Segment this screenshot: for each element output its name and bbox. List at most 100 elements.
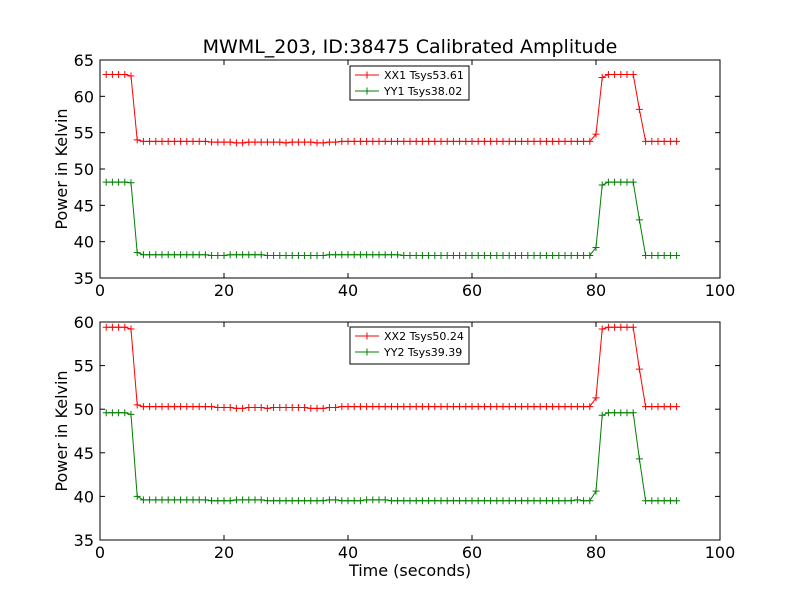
data-point xyxy=(499,403,507,411)
data-point xyxy=(214,497,222,505)
data-point xyxy=(673,251,681,259)
data-point xyxy=(146,403,154,411)
y-tick-label: 65 xyxy=(74,51,94,70)
data-point xyxy=(462,497,470,505)
data-point xyxy=(208,497,216,505)
data-point xyxy=(257,496,265,504)
data-point xyxy=(549,251,557,259)
chart-title: MWML_203, ID:38475 Calibrated Amplitude xyxy=(203,36,618,58)
data-point xyxy=(294,138,302,146)
data-point xyxy=(282,403,290,411)
data-point xyxy=(387,403,395,411)
data-point xyxy=(294,403,302,411)
data-point xyxy=(127,410,135,418)
data-point xyxy=(108,323,116,331)
data-point xyxy=(307,138,315,146)
data-point xyxy=(239,496,247,504)
data-point xyxy=(549,403,557,411)
data-point xyxy=(592,130,600,138)
data-point xyxy=(189,137,197,145)
data-point xyxy=(363,137,371,145)
data-point xyxy=(660,251,668,259)
legend-label: YY1 Tsys38.02 xyxy=(383,85,462,98)
data-point xyxy=(356,137,364,145)
data-point xyxy=(356,251,364,259)
data-point xyxy=(530,497,538,505)
data-point xyxy=(195,496,203,504)
data-point xyxy=(245,403,253,411)
data-point xyxy=(431,251,439,259)
data-point xyxy=(567,251,575,259)
data-point xyxy=(660,497,668,505)
data-point xyxy=(201,403,209,411)
data-point xyxy=(580,251,588,259)
data-point xyxy=(666,137,674,145)
data-point xyxy=(518,497,526,505)
data-point xyxy=(561,251,569,259)
data-point xyxy=(406,137,414,145)
data-point xyxy=(629,323,637,331)
data-point xyxy=(115,178,123,186)
legend-box xyxy=(349,65,470,101)
data-point xyxy=(257,138,265,146)
x-tick-label: 100 xyxy=(705,543,736,562)
data-point xyxy=(226,251,234,259)
data-point xyxy=(611,323,619,331)
data-point xyxy=(394,137,402,145)
x-tick-label: 40 xyxy=(338,281,358,300)
data-point xyxy=(115,323,123,331)
data-point xyxy=(642,251,650,259)
data-point xyxy=(524,403,532,411)
data-point xyxy=(474,251,482,259)
data-point xyxy=(164,137,172,145)
data-point xyxy=(319,139,327,147)
data-point xyxy=(301,497,309,505)
data-point xyxy=(288,251,296,259)
data-point xyxy=(239,251,247,259)
data-point xyxy=(617,178,625,186)
data-point xyxy=(183,403,191,411)
data-point xyxy=(617,71,625,79)
data-point xyxy=(350,251,358,259)
data-point xyxy=(102,323,110,331)
data-point xyxy=(387,137,395,145)
data-point xyxy=(536,251,544,259)
data-point xyxy=(313,404,321,412)
data-point xyxy=(245,138,253,146)
data-point xyxy=(412,137,420,145)
data-point xyxy=(177,403,185,411)
data-point xyxy=(301,138,309,146)
data-point xyxy=(158,403,166,411)
data-point xyxy=(177,496,185,504)
data-point xyxy=(648,251,656,259)
data-point xyxy=(214,403,222,411)
data-point xyxy=(673,403,681,411)
data-point xyxy=(673,137,681,145)
data-point xyxy=(363,251,371,259)
data-point xyxy=(573,137,581,145)
data-point xyxy=(412,497,420,505)
legend-marker xyxy=(363,348,371,356)
data-point xyxy=(152,251,160,259)
data-point xyxy=(493,403,501,411)
data-point xyxy=(530,251,538,259)
data-point xyxy=(536,403,544,411)
data-point xyxy=(381,137,389,145)
x-tick-label: 0 xyxy=(95,281,105,300)
data-point xyxy=(623,323,631,331)
data-point xyxy=(536,137,544,145)
data-point xyxy=(214,138,222,146)
data-point xyxy=(524,137,532,145)
y-tick-label: 60 xyxy=(74,87,94,106)
data-point xyxy=(195,251,203,259)
data-point xyxy=(573,496,581,504)
data-point xyxy=(598,325,606,333)
data-point xyxy=(152,137,160,145)
data-point xyxy=(183,137,191,145)
data-point xyxy=(301,251,309,259)
data-point xyxy=(164,403,172,411)
legend-label: XX2 Tsys50.24 xyxy=(384,330,464,343)
data-point xyxy=(313,139,321,147)
legend-marker xyxy=(363,87,371,95)
data-point xyxy=(208,251,216,259)
